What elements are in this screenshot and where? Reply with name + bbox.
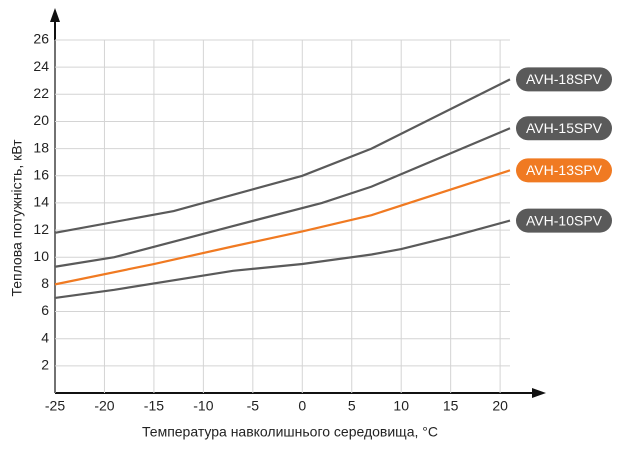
series-line: [54, 169, 511, 286]
legend-pill: [516, 158, 612, 183]
y-axis-title: Теплова потужність, кВт: [9, 139, 25, 297]
grid: [54, 39, 510, 393]
x-axis-title: Температура навколишнього середовища, °С: [142, 424, 438, 440]
y-tick-label: 4: [41, 329, 49, 345]
y-tick-label: 22: [33, 85, 49, 101]
x-tick-label: 20: [492, 398, 508, 414]
series-line: [54, 219, 511, 300]
y-tick-label: 26: [33, 31, 49, 47]
y-tick-label: 18: [33, 139, 49, 155]
legend-label: AVH-18SPV: [526, 71, 603, 87]
x-tick-label: 0: [298, 398, 306, 414]
y-tick-label: 2: [41, 357, 49, 373]
x-tick-label: -25: [45, 398, 65, 414]
x-tick-label: -15: [144, 398, 164, 414]
y-tick-label: 16: [33, 166, 49, 182]
y-tick-label: 10: [33, 248, 49, 264]
x-tick-label: -5: [247, 398, 260, 414]
x-tick-label: 5: [348, 398, 356, 414]
legend-pill: [516, 208, 612, 233]
series-line: [54, 127, 511, 268]
legend-label: AVH-10SPV: [526, 212, 603, 228]
y-axis-arrow: [50, 8, 60, 22]
x-tick-label: 15: [443, 398, 459, 414]
x-tick-label: 10: [393, 398, 409, 414]
y-tick-label: 20: [33, 112, 49, 128]
series-line: [54, 78, 511, 234]
legend-pill: [516, 67, 612, 92]
x-tick-label: -10: [193, 398, 213, 414]
legend-pill: [516, 116, 612, 141]
y-tick-label: 12: [33, 221, 49, 237]
y-tick-label: 24: [33, 58, 49, 74]
legend-label: AVH-13SPV: [526, 162, 603, 178]
y-tick-label: 6: [41, 302, 49, 318]
x-tick-label: -20: [94, 398, 114, 414]
x-axis-arrow: [532, 388, 546, 398]
y-tick-label: 14: [33, 194, 49, 210]
y-tick-label: 8: [41, 275, 49, 291]
legend-label: AVH-15SPV: [526, 120, 603, 136]
